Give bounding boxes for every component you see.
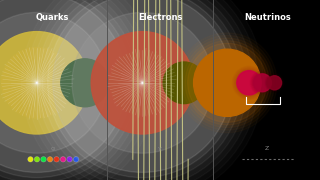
Circle shape — [72, 12, 213, 153]
Circle shape — [41, 157, 46, 162]
Text: Quarks: Quarks — [36, 13, 69, 22]
Circle shape — [234, 68, 264, 98]
Circle shape — [110, 51, 174, 115]
Circle shape — [251, 72, 274, 94]
Circle shape — [73, 157, 79, 162]
Circle shape — [170, 68, 198, 97]
Circle shape — [0, 0, 126, 172]
Circle shape — [267, 75, 283, 91]
Circle shape — [185, 41, 269, 125]
Circle shape — [194, 49, 261, 116]
Circle shape — [16, 62, 58, 104]
Circle shape — [75, 73, 94, 92]
Circle shape — [0, 32, 88, 134]
Circle shape — [28, 157, 33, 162]
Circle shape — [253, 74, 271, 92]
Circle shape — [188, 43, 267, 122]
Circle shape — [268, 76, 282, 90]
Text: g: g — [51, 146, 55, 151]
Circle shape — [180, 79, 188, 87]
Circle shape — [214, 69, 241, 96]
Circle shape — [236, 69, 262, 96]
Circle shape — [237, 71, 261, 95]
Circle shape — [163, 62, 205, 104]
Text: Electrons: Electrons — [138, 13, 182, 22]
Circle shape — [176, 75, 192, 91]
Circle shape — [0, 0, 132, 178]
Circle shape — [204, 60, 250, 106]
Circle shape — [266, 74, 283, 91]
Circle shape — [48, 0, 237, 178]
Text: Neutrinos: Neutrinos — [244, 13, 291, 22]
Circle shape — [252, 73, 272, 93]
Circle shape — [60, 157, 66, 162]
Circle shape — [0, 12, 107, 153]
Circle shape — [91, 32, 194, 134]
Circle shape — [34, 157, 40, 162]
Circle shape — [53, 0, 232, 172]
Circle shape — [2, 48, 72, 118]
Text: γ: γ — [158, 146, 162, 151]
Circle shape — [54, 157, 59, 162]
Circle shape — [0, 0, 137, 180]
Circle shape — [83, 81, 87, 85]
Circle shape — [80, 78, 89, 87]
Circle shape — [61, 59, 109, 107]
Circle shape — [67, 157, 72, 162]
Text: Z: Z — [265, 146, 269, 151]
Circle shape — [42, 0, 243, 180]
Circle shape — [221, 77, 233, 89]
Circle shape — [47, 157, 53, 162]
Circle shape — [68, 66, 101, 99]
